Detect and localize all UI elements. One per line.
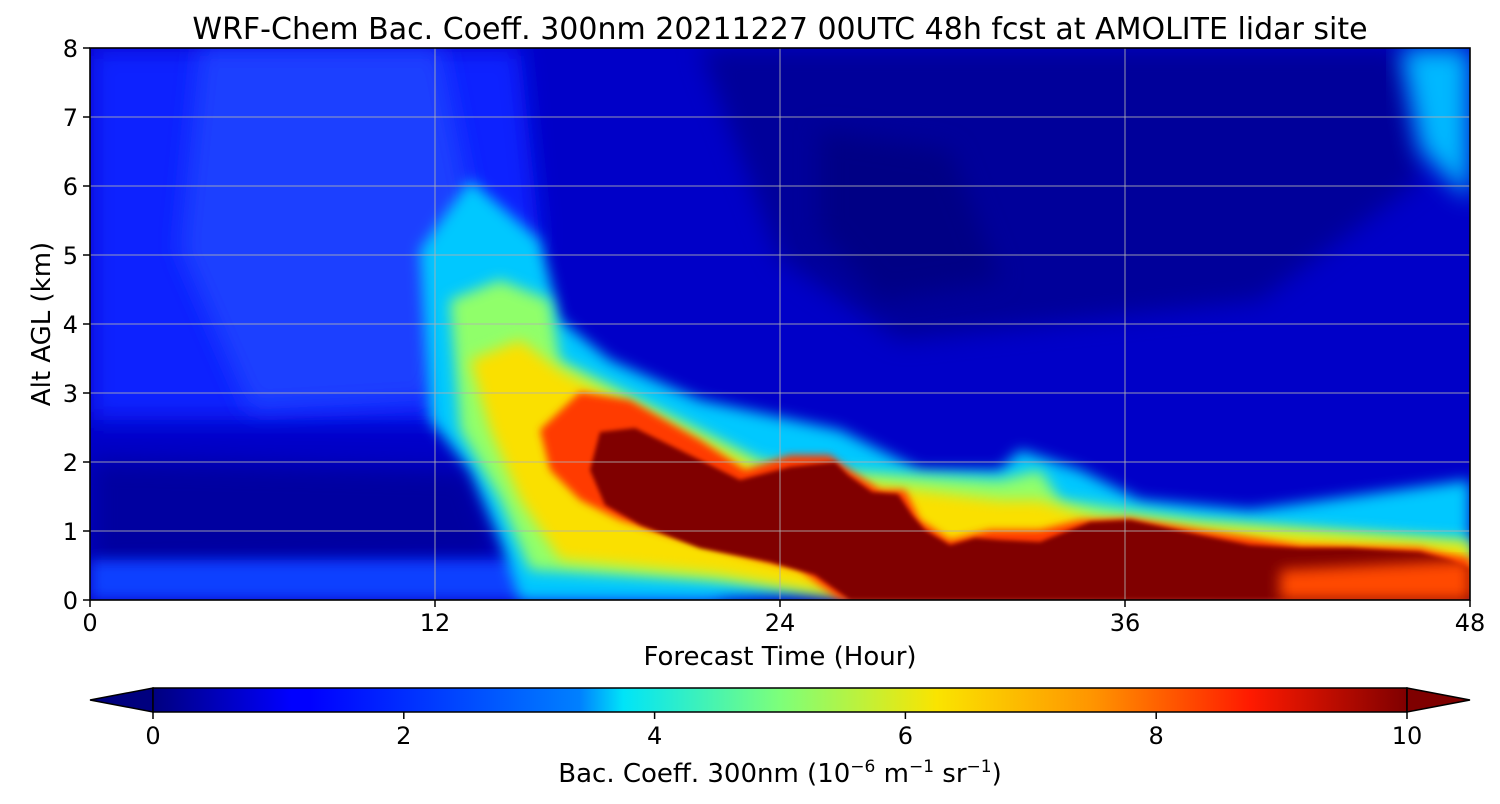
- chart-title: WRF-Chem Bac. Coeff. 300nm 20211227 00UT…: [192, 12, 1367, 47]
- colorbar-tick-label: 10: [1392, 722, 1423, 750]
- colorbar-tick-label: 2: [396, 722, 411, 750]
- field-region-cyan-right: [1400, 48, 1470, 200]
- x-tick-label: 48: [1455, 609, 1486, 637]
- field-region-dark-lowleft: [90, 460, 500, 570]
- grid: [90, 48, 1470, 600]
- y-tick-label: 2: [63, 449, 78, 477]
- colorbar-tick-label: 0: [145, 722, 160, 750]
- colorbar-tick-label: 6: [898, 722, 913, 750]
- field-region-red-tail: [1280, 560, 1470, 600]
- x-axis: 0 12 24 36 48: [82, 600, 1485, 637]
- x-tick-label: 12: [420, 609, 451, 637]
- colorbar-tick-label: 4: [647, 722, 662, 750]
- y-tick-label: 6: [63, 173, 78, 201]
- colorbar-extend-max: [1406, 687, 1471, 713]
- y-tick-label: 4: [63, 311, 78, 339]
- colorbar-ticks: 0 2 4 6 8 10: [145, 712, 1422, 750]
- colorbar-label: Bac. Coeff. 300nm (10−6 m−1 sr−1): [558, 757, 1001, 789]
- colorbar: 0 2 4 6 8 10 Bac. Coeff. 300nm (10−6 m−1 sr−1…: [89, 687, 1471, 789]
- y-axis: 0 1 2 3 4 5 6 7 8: [63, 35, 90, 615]
- x-tick-label: 24: [765, 609, 796, 637]
- colorbar-gradient: [152, 687, 1408, 713]
- y-tick-label: 1: [63, 518, 78, 546]
- y-tick-label: 0: [63, 587, 78, 615]
- y-tick-label: 5: [63, 242, 78, 270]
- x-tick-label: 36: [1110, 609, 1141, 637]
- colorbar-extend-min: [89, 687, 154, 713]
- x-axis-label: Forecast Time (Hour): [643, 642, 916, 672]
- field-region-blue-left-2: [180, 48, 470, 410]
- field-region-darkest: [820, 130, 1000, 300]
- y-tick-label: 3: [63, 380, 78, 408]
- y-tick-label: 8: [63, 35, 78, 63]
- x-tick-label: 0: [82, 609, 97, 637]
- y-tick-label: 7: [63, 104, 78, 132]
- field-region-darkred: [590, 428, 1470, 600]
- colorbar-tick-label: 8: [1149, 722, 1164, 750]
- y-axis-label: Alt AGL (km): [27, 242, 57, 406]
